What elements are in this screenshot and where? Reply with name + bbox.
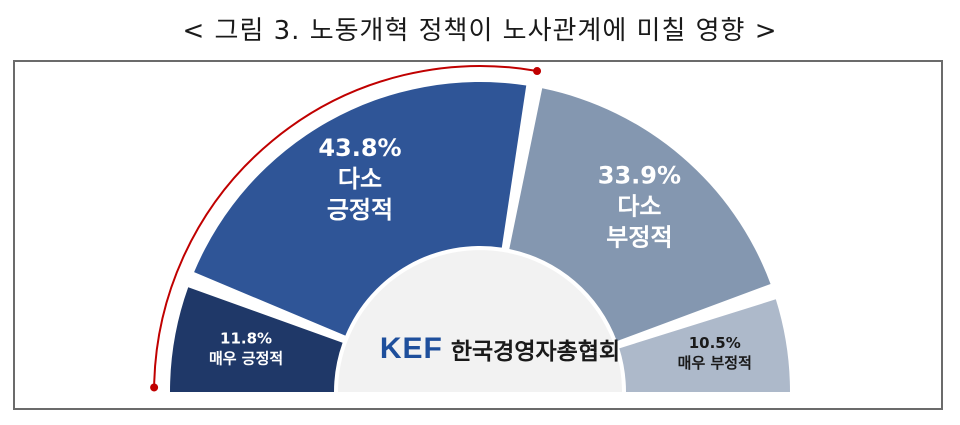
- slice-label-2: 43.8% 다소 긍정적: [318, 134, 401, 224]
- slice-1: [170, 287, 343, 392]
- figure-title: < 그림 3. 노동개혁 정책이 노사관계에 미칠 영향 >: [182, 16, 778, 46]
- slice-3: [509, 88, 771, 342]
- kef-logo: KEF 한국경영자총협회: [355, 332, 645, 366]
- highlight-arc-start-dot: [150, 383, 159, 392]
- highlight-arc-end-dot: [533, 67, 542, 76]
- logo-mark: KEF: [379, 332, 443, 365]
- highlight-arc: [153, 65, 538, 388]
- slice-label-3: 33.9% 다소 부정적: [598, 161, 681, 251]
- center-disc: [338, 250, 622, 392]
- slice-label-4: 10.5% 매우 부정적: [678, 334, 752, 372]
- logo-text: 한국경영자총협회: [450, 339, 621, 365]
- slice-2: [194, 82, 527, 336]
- slice-4: [619, 299, 790, 392]
- slice-label-1: 11.8% 매우 긍정적: [209, 329, 283, 367]
